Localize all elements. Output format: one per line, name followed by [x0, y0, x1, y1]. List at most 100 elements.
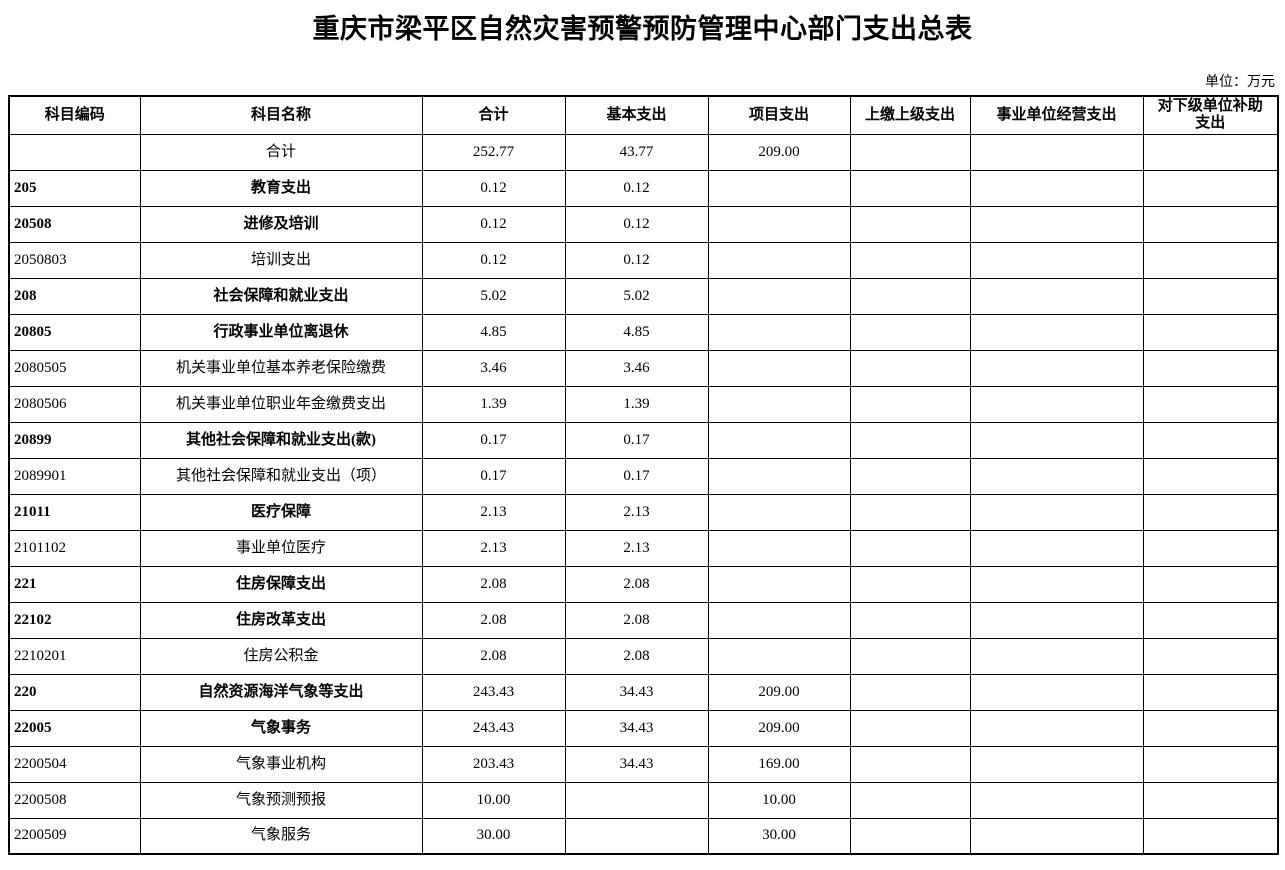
- cell-code: 2080506: [8, 385, 141, 423]
- cell-subsidy: [1142, 277, 1279, 315]
- cell-total: 243.43: [421, 673, 566, 711]
- cell-project: 169.00: [707, 745, 851, 783]
- cell-operating: [969, 277, 1144, 315]
- cell-operating: [969, 817, 1144, 855]
- cell-name: 培训支出: [139, 241, 423, 279]
- cell-basic: [564, 817, 709, 855]
- table-row: 20899 其他社会保障和就业支出(款) 0.17 0.17: [8, 421, 1279, 459]
- cell-upper-level: [849, 673, 971, 711]
- cell-basic: 2.08: [564, 601, 709, 639]
- cell-code: 22102: [8, 601, 141, 639]
- cell-subsidy: [1142, 493, 1279, 531]
- column-header-subsidy-line2: 支出: [1195, 115, 1226, 132]
- cell-basic: 43.77: [564, 133, 709, 171]
- cell-code: 221: [8, 565, 141, 603]
- table-row: 220 自然资源海洋气象等支出 243.43 34.43 209.00: [8, 673, 1279, 711]
- cell-upper-level: [849, 277, 971, 315]
- cell-basic: 34.43: [564, 745, 709, 783]
- table-row: 221 住房保障支出 2.08 2.08: [8, 565, 1279, 603]
- cell-upper-level: [849, 133, 971, 171]
- cell-name: 住房保障支出: [139, 565, 423, 603]
- cell-operating: [969, 637, 1144, 675]
- table-row: 22005 气象事务 243.43 34.43 209.00: [8, 709, 1279, 747]
- cell-operating: [969, 241, 1144, 279]
- column-header-subsidy: 对下级单位补助 支出: [1142, 95, 1279, 135]
- cell-operating: [969, 745, 1144, 783]
- cell-total: 1.39: [421, 385, 566, 423]
- cell-total: 2.13: [421, 493, 566, 531]
- cell-total: 0.12: [421, 169, 566, 207]
- cell-total: 0.17: [421, 421, 566, 459]
- cell-code: 2101102: [8, 529, 141, 567]
- cell-project: [707, 277, 851, 315]
- column-header-basic: 基本支出: [564, 95, 709, 135]
- cell-subsidy: [1142, 565, 1279, 603]
- cell-operating: [969, 601, 1144, 639]
- cell-subsidy: [1142, 205, 1279, 243]
- cell-subsidy: [1142, 133, 1279, 171]
- table-container: 科目编码 科目名称 合计 基本支出 项目支出 上缴上级支出 事业单位经营支出 对…: [8, 95, 1279, 855]
- cell-operating: [969, 709, 1144, 747]
- cell-code: 20508: [8, 205, 141, 243]
- cell-upper-level: [849, 421, 971, 459]
- cell-basic: 2.13: [564, 493, 709, 531]
- table-row: 2080505 机关事业单位基本养老保险缴费 3.46 3.46: [8, 349, 1279, 387]
- cell-subsidy: [1142, 313, 1279, 351]
- cell-upper-level: [849, 709, 971, 747]
- cell-name: 社会保障和就业支出: [139, 277, 423, 315]
- cell-subsidy: [1142, 673, 1279, 711]
- cell-operating: [969, 349, 1144, 387]
- cell-upper-level: [849, 349, 971, 387]
- cell-basic: 0.17: [564, 421, 709, 459]
- cell-name: 进修及培训: [139, 205, 423, 243]
- cell-basic: 0.12: [564, 241, 709, 279]
- cell-project: [707, 241, 851, 279]
- cell-subsidy: [1142, 457, 1279, 495]
- cell-code: 20805: [8, 313, 141, 351]
- cell-name: 教育支出: [139, 169, 423, 207]
- table-row: 2101102 事业单位医疗 2.13 2.13: [8, 529, 1279, 567]
- cell-total: 4.85: [421, 313, 566, 351]
- cell-project: [707, 457, 851, 495]
- cell-upper-level: [849, 637, 971, 675]
- cell-name: 医疗保障: [139, 493, 423, 531]
- cell-project: 209.00: [707, 673, 851, 711]
- cell-basic: 34.43: [564, 673, 709, 711]
- cell-total: 2.08: [421, 637, 566, 675]
- cell-name: 其他社会保障和就业支出(款): [139, 421, 423, 459]
- cell-code: 21011: [8, 493, 141, 531]
- cell-total: 243.43: [421, 709, 566, 747]
- cell-upper-level: [849, 745, 971, 783]
- cell-name: 行政事业单位离退休: [139, 313, 423, 351]
- cell-basic: [564, 781, 709, 819]
- cell-subsidy: [1142, 709, 1279, 747]
- cell-total: 2.08: [421, 565, 566, 603]
- cell-code: 220: [8, 673, 141, 711]
- cell-subsidy: [1142, 601, 1279, 639]
- table-row: 205 教育支出 0.12 0.12: [8, 169, 1279, 207]
- cell-name: 机关事业单位职业年金缴费支出: [139, 385, 423, 423]
- cell-total: 0.12: [421, 205, 566, 243]
- cell-operating: [969, 457, 1144, 495]
- column-header-code: 科目编码: [8, 95, 141, 135]
- cell-code: 2080505: [8, 349, 141, 387]
- cell-basic: 1.39: [564, 385, 709, 423]
- header-row: 科目编码 科目名称 合计 基本支出 项目支出 上缴上级支出 事业单位经营支出 对…: [8, 95, 1279, 135]
- cell-operating: [969, 421, 1144, 459]
- cell-project: [707, 493, 851, 531]
- cell-upper-level: [849, 493, 971, 531]
- cell-basic: 0.17: [564, 457, 709, 495]
- cell-name: 气象事业机构: [139, 745, 423, 783]
- table-row: 2200508 气象预测预报 10.00 10.00: [8, 781, 1279, 819]
- column-header-name: 科目名称: [139, 95, 423, 135]
- table-body: 合计 252.77 43.77 209.00 205 教育支出 0.12 0.12 20508 进…: [8, 133, 1279, 855]
- table-row: 2050803 培训支出 0.12 0.12: [8, 241, 1279, 279]
- cell-code: [8, 133, 141, 171]
- cell-upper-level: [849, 169, 971, 207]
- cell-name: 住房改革支出: [139, 601, 423, 639]
- cell-total: 2.08: [421, 601, 566, 639]
- cell-operating: [969, 205, 1144, 243]
- cell-total: 203.43: [421, 745, 566, 783]
- cell-project: [707, 529, 851, 567]
- cell-operating: [969, 385, 1144, 423]
